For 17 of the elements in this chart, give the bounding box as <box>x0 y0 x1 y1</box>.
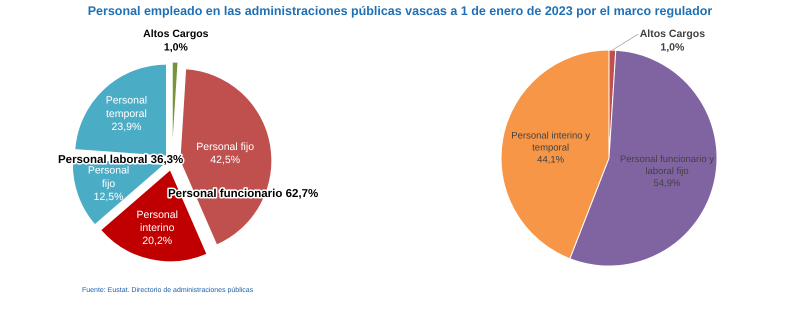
slice-label: Personal funcionario y laboral fijo <box>620 154 714 178</box>
text: Personal empleado en las administraciones públicas vascas a 1 de enero de 2023 por el marco regulador <box>88 4 712 18</box>
slice-label: Personal fijo <box>88 164 130 190</box>
data-label: 42,5% <box>210 154 240 166</box>
data-label: 23,9% <box>112 120 142 133</box>
slice-label: Altos Cargos <box>143 28 209 40</box>
slice-label: Personal temporal <box>106 94 148 120</box>
slice-label: Personal fijo <box>196 140 254 153</box>
data-label: 1,0% <box>164 41 188 54</box>
data-label: 20,2% <box>142 235 172 248</box>
data-label: 12,5% <box>94 190 124 203</box>
slice-label: Personal interino <box>136 208 178 234</box>
data-label: 54,9% <box>654 178 682 189</box>
data-label: 1,0% <box>660 41 686 54</box>
data-label: 44,1% <box>537 154 565 166</box>
slice-label: Personal interino y temporal <box>511 130 590 154</box>
slice-label: Altos Cargos <box>640 28 706 40</box>
